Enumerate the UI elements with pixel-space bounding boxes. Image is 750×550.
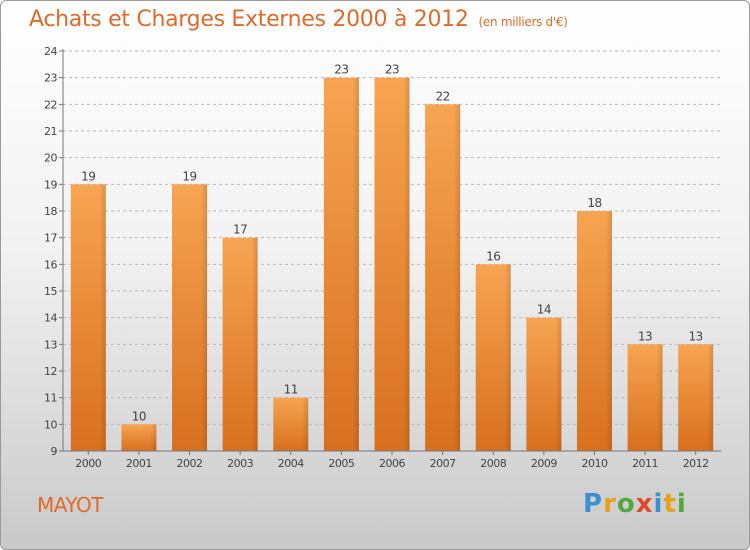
data-label: 17 [233, 223, 247, 237]
data-label: 23 [334, 63, 348, 77]
chart-title-text: Achats et Charges Externes 2000 à 2012 [29, 7, 469, 32]
logo-letter: t [663, 489, 677, 519]
x-tick-label: 2008 [480, 457, 506, 470]
bar-shade [99, 184, 106, 452]
proxiti-logo: Proxiti [583, 489, 687, 519]
data-label: 14 [537, 303, 551, 317]
y-tick-label: 13 [44, 338, 57, 351]
data-label: 13 [638, 329, 652, 343]
x-tick-label: 2011 [632, 457, 658, 470]
y-tick-label: 18 [44, 205, 57, 218]
x-tick-label: 2006 [379, 457, 405, 470]
y-tick-label: 23 [44, 72, 57, 85]
bar-shade [504, 264, 511, 451]
bar-shade [656, 344, 663, 451]
y-tick-label: 11 [44, 392, 57, 405]
bar-shade [352, 77, 359, 452]
y-tick-label: 22 [44, 98, 57, 111]
logo-letter: i [653, 489, 664, 519]
x-tick-label: 2010 [581, 457, 607, 470]
bar-shade [454, 104, 461, 451]
logo-letter: r [603, 489, 617, 519]
data-label: 13 [689, 329, 703, 343]
bar-shade [605, 211, 612, 451]
place-name: MAYOT [37, 493, 103, 517]
data-label: 11 [284, 383, 298, 397]
data-label: 19 [81, 169, 95, 183]
x-tick-label: 2002 [177, 457, 203, 470]
logo-letter: x [635, 489, 654, 519]
x-tick-label: 2004 [278, 457, 304, 470]
bar-shade [201, 184, 208, 452]
x-tick-label: 2003 [227, 457, 253, 470]
chart-title: Achats et Charges Externes 2000 à 2012 (e… [29, 7, 568, 32]
bar-shade [707, 344, 714, 451]
y-tick-label: 9 [51, 445, 58, 458]
y-tick-label: 24 [44, 45, 57, 58]
y-tick-label: 21 [44, 125, 57, 138]
y-tick-label: 17 [44, 232, 57, 245]
y-tick-label: 12 [44, 365, 57, 378]
logo-letter: i [676, 489, 687, 519]
bar-shade [555, 317, 562, 451]
y-tick-label: 15 [44, 285, 57, 298]
data-label: 19 [182, 169, 196, 183]
x-tick-label: 2012 [683, 457, 709, 470]
data-label: 22 [435, 89, 449, 103]
bar-shade [150, 424, 157, 451]
data-label: 23 [385, 63, 399, 77]
chart-subtitle: (en milliers d'€) [478, 15, 568, 29]
bar-shade [403, 77, 410, 452]
y-tick-label: 14 [44, 312, 57, 325]
y-tick-label: 19 [44, 178, 57, 191]
bar-shade [302, 397, 309, 451]
x-tick-label: 2007 [430, 457, 456, 470]
y-tick-label: 16 [44, 258, 57, 271]
data-label: 16 [486, 249, 500, 263]
x-tick-label: 2001 [126, 457, 152, 470]
data-label: 10 [132, 409, 146, 423]
y-tick-label: 10 [44, 418, 57, 431]
data-label: 18 [587, 196, 601, 210]
logo-letter: P [583, 489, 604, 519]
x-tick-label: 2009 [531, 457, 557, 470]
x-tick-label: 2000 [75, 457, 101, 470]
logo-letter: o [616, 489, 636, 519]
y-tick-label: 20 [44, 152, 57, 165]
x-tick-label: 2005 [328, 457, 354, 470]
bar-shade [251, 237, 258, 451]
